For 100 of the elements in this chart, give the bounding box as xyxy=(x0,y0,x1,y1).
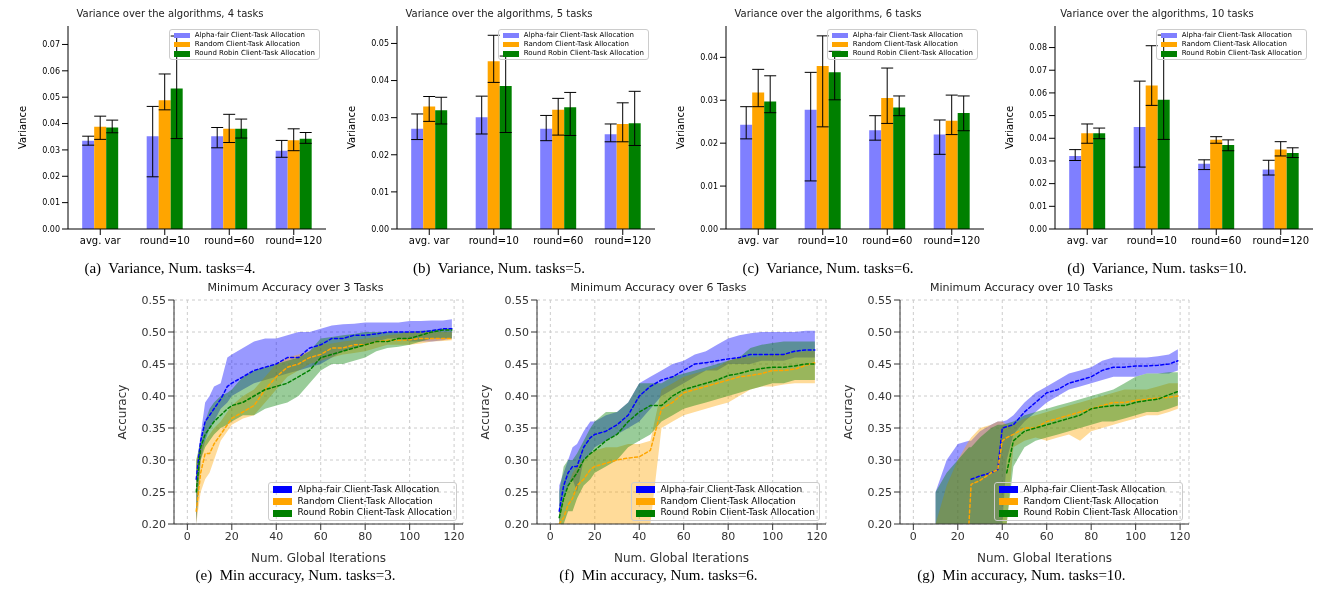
bar xyxy=(1081,133,1094,229)
x-tick-label: 100 xyxy=(399,529,421,543)
x-tick-label: round=120 xyxy=(923,235,980,247)
y-tick-label: 0.45 xyxy=(141,357,166,371)
chart-title: Variance over the algorithms, 6 tasks xyxy=(734,8,922,21)
y-tick-label: 0.40 xyxy=(504,389,529,403)
y-tick-label: 0.03 xyxy=(371,113,389,123)
x-tick-label: 0 xyxy=(183,529,191,543)
chart-title: Minimum Accuracy over 3 Tasks xyxy=(207,281,384,296)
chart-title: Variance over the algorithms, 10 tasks xyxy=(1060,8,1254,21)
y-tick-label: 0.00 xyxy=(42,224,60,234)
bar xyxy=(616,123,629,229)
y-tick-label: 0.00 xyxy=(700,224,718,234)
chart-title: Variance over the algorithms, 5 tasks xyxy=(405,8,593,21)
x-tick-label: round=10 xyxy=(139,235,190,247)
bar xyxy=(957,113,970,229)
text: (d) Variance, Num. tasks=10. xyxy=(1067,260,1247,277)
y-axis-title: Accuracy xyxy=(115,384,130,440)
y-tick-label: 0.05 xyxy=(371,39,389,49)
x-tick-label: round=60 xyxy=(862,235,913,247)
chart-title: Minimum Accuracy over 10 Tasks xyxy=(929,281,1114,296)
y-axis-title: Variance xyxy=(674,105,686,150)
x-tick-label: 120 xyxy=(443,529,465,543)
y-tick-label: 0.30 xyxy=(504,453,529,467)
bar xyxy=(540,128,553,229)
line-series xyxy=(970,360,1179,480)
x-tick-label: 100 xyxy=(762,529,784,543)
y-tick-label: 0.55 xyxy=(867,293,892,307)
y-tick-label: 0.40 xyxy=(141,389,166,403)
bar xyxy=(82,140,95,229)
y-tick-label: 0.40 xyxy=(867,389,892,403)
x-tick-label: round=120 xyxy=(265,235,322,247)
bar xyxy=(499,86,512,229)
x-tick-label: 60 xyxy=(313,529,328,543)
bar xyxy=(1262,169,1275,229)
bar xyxy=(475,117,488,229)
x-tick-label: 20 xyxy=(224,529,239,543)
text: (g) Min accuracy, Num. tasks=10. xyxy=(917,567,1126,584)
y-axis-title: Variance xyxy=(1003,105,1015,150)
bar xyxy=(764,101,777,229)
y-tick-label: 0.01 xyxy=(42,198,60,208)
line-series xyxy=(1005,390,1179,474)
x-tick-label: 60 xyxy=(676,529,691,543)
x-tick-label: 20 xyxy=(950,529,965,543)
y-tick-label: 0.01 xyxy=(1029,202,1047,212)
bar xyxy=(1093,133,1106,229)
bar xyxy=(804,109,817,229)
y-tick-label: 0.05 xyxy=(1029,111,1047,121)
y-tick-label: 0.50 xyxy=(867,325,892,339)
bar xyxy=(1133,126,1146,229)
x-tick-label: round=10 xyxy=(1126,235,1177,247)
bar xyxy=(1145,85,1158,229)
y-tick-label: 0.45 xyxy=(867,357,892,371)
bar xyxy=(106,127,119,229)
y-tick-label: 0.25 xyxy=(867,485,892,499)
y-tick-label: 0.03 xyxy=(42,145,60,155)
bar xyxy=(487,61,500,229)
x-tick-label: avg. var xyxy=(1066,235,1109,247)
bar xyxy=(1210,139,1223,229)
y-tick-label: 0.04 xyxy=(42,119,60,129)
bar xyxy=(881,98,894,229)
x-tick-label: round=10 xyxy=(468,235,519,247)
x-tick-label: 0 xyxy=(909,529,917,543)
bar xyxy=(1274,149,1287,229)
bar xyxy=(933,134,946,229)
y-tick-label: 0.00 xyxy=(371,224,389,234)
legend-label: Alpha-fair Client-Task Allocation xyxy=(660,483,803,496)
bar xyxy=(816,65,829,229)
y-tick-label: 0.04 xyxy=(1029,134,1047,144)
x-tick-label: avg. var xyxy=(79,235,122,247)
bar xyxy=(1198,163,1211,229)
y-tick-label: 0.01 xyxy=(700,181,718,191)
x-tick-label: 120 xyxy=(1169,529,1191,543)
legend-label: Random Client-Task Allocation xyxy=(297,495,433,508)
legend-label: Random Client-Task Allocation xyxy=(1023,495,1159,508)
bar xyxy=(740,124,753,229)
line-series xyxy=(968,395,1179,524)
text: (a) Variance, Num. tasks=4. xyxy=(84,260,256,277)
y-tick-label: 0.08 xyxy=(1029,43,1047,53)
x-tick-label: 80 xyxy=(358,529,373,543)
bar xyxy=(893,107,906,229)
x-tick-label: 0 xyxy=(546,529,554,543)
y-tick-label: 0.03 xyxy=(700,96,718,106)
text: (e) Min accuracy, Num. tasks=3. xyxy=(195,567,396,584)
y-tick-label: 0.02 xyxy=(42,172,60,182)
y-tick-label: 0.35 xyxy=(504,421,529,435)
y-tick-label: 0.55 xyxy=(504,293,529,307)
bar xyxy=(945,120,958,229)
y-tick-label: 0.25 xyxy=(504,485,529,499)
y-tick-label: 0.07 xyxy=(1029,66,1047,76)
bar xyxy=(869,130,882,229)
y-tick-label: 0.03 xyxy=(1029,156,1047,166)
bar xyxy=(435,110,448,229)
x-tick-label: 80 xyxy=(1084,529,1099,543)
chart-title: Minimum Accuracy over 6 Tasks xyxy=(570,281,747,296)
y-axis-title: Accuracy xyxy=(841,384,856,440)
bar xyxy=(628,123,641,229)
x-tick-label: 80 xyxy=(721,529,736,543)
y-tick-label: 0.20 xyxy=(141,517,166,531)
y-tick-label: 0.55 xyxy=(141,293,166,307)
